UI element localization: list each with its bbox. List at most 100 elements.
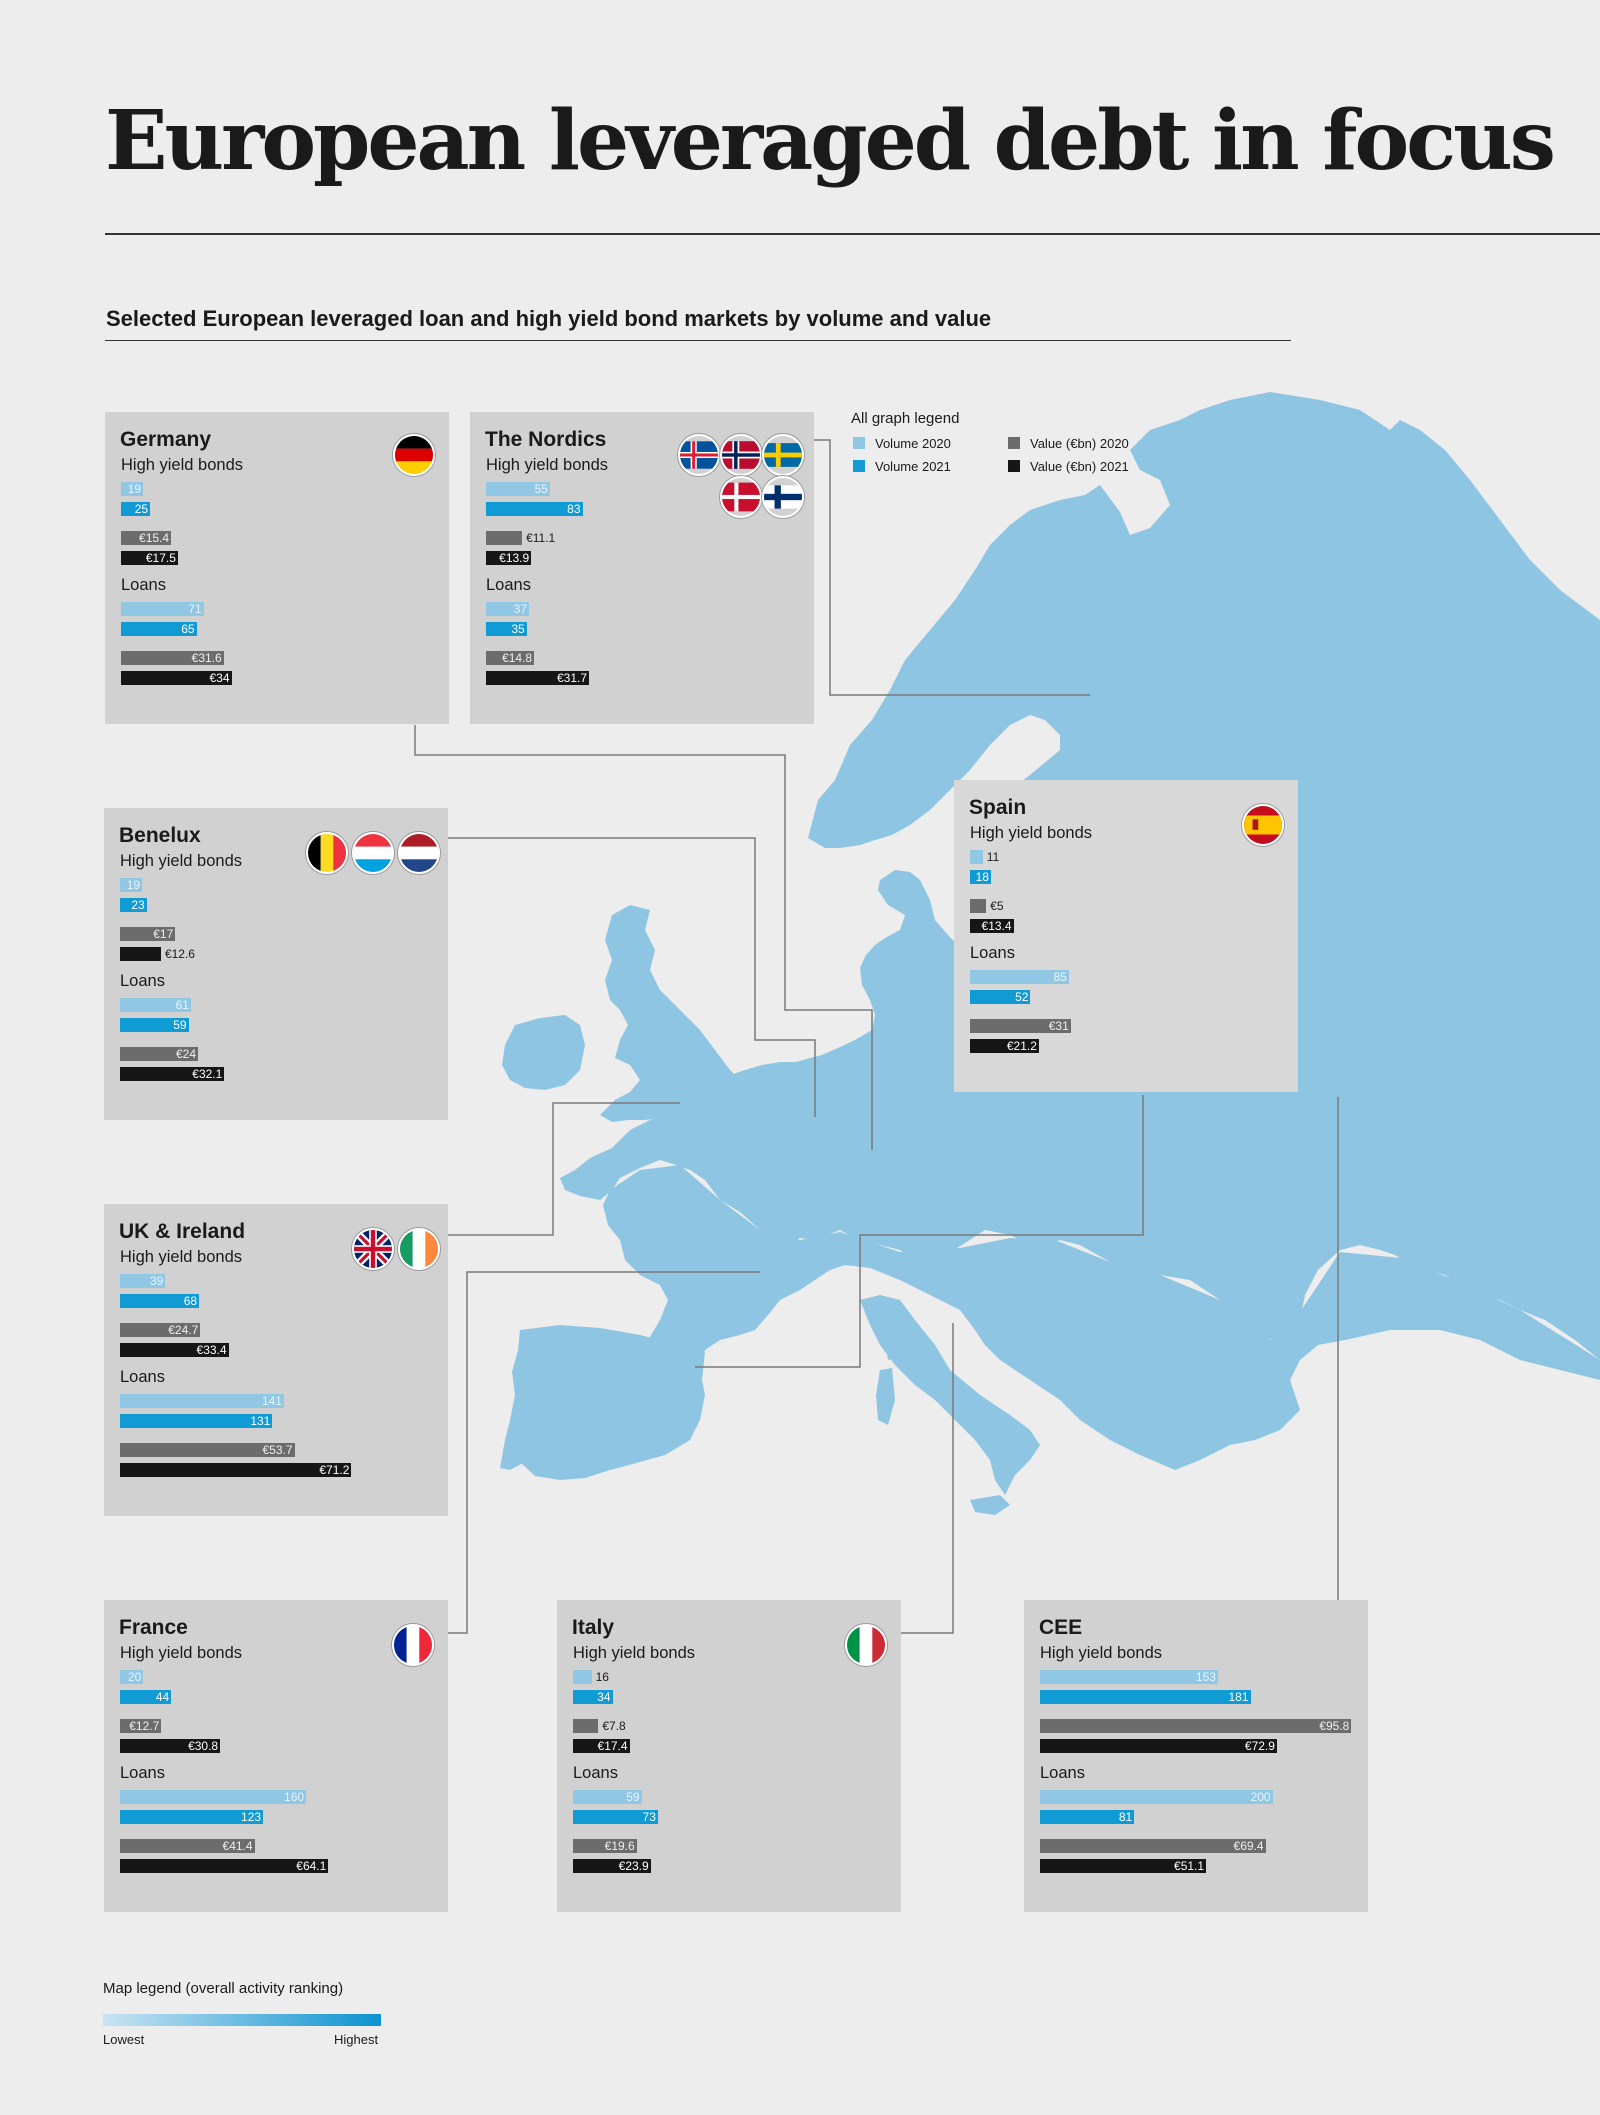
norway-flag: [720, 434, 762, 476]
germany-flag: [393, 434, 435, 476]
bar-hy-vol2021: 181: [1040, 1690, 1251, 1704]
bar-hy-val2020: €7.8: [573, 1719, 626, 1733]
bar-value-label: €33.4: [196, 1343, 227, 1357]
bar-hy-vol2021: 18: [970, 870, 991, 884]
market-cee: CEE High yield bonds 153 181 €95.8 €72.9 Loans…: [1024, 1600, 1368, 1912]
market-name: Germany: [120, 428, 212, 451]
bar-loans-vol2021: 73: [573, 1810, 658, 1824]
section-label-loans: Loans: [573, 1764, 618, 1782]
section-label-loans: Loans: [486, 576, 531, 594]
bar-value-label: 68: [183, 1294, 198, 1308]
section-label-loans: Loans: [121, 576, 166, 594]
bar-value-label: 19: [126, 878, 141, 892]
bar-value-label: 16: [595, 1670, 609, 1684]
denmark-flag: [720, 476, 762, 518]
bar-hy-val2020: €24.7: [120, 1323, 201, 1337]
netherlands-flag: [398, 832, 440, 874]
flags: [296, 1612, 436, 1702]
bar-hy-val2020: €5: [970, 899, 1004, 913]
legend-value-2020: Value (€bn) 2020: [1008, 436, 1129, 451]
bar-value-label: €23.9: [618, 1859, 649, 1873]
market-italy: Italy High yield bonds 16 34 €7.8 €17.4 Loans 5…: [557, 1600, 901, 1912]
legend-swatch: [853, 460, 865, 472]
flags: [749, 1612, 889, 1702]
bar-hy-vol2020: 19: [120, 878, 143, 892]
bar-value-label: 65: [181, 622, 195, 636]
bar-hy-val2021: €17.4: [573, 1739, 630, 1753]
bar-value-label: 141: [261, 1394, 282, 1408]
bar-value-label: €17.4: [597, 1739, 628, 1753]
bar-hy-vol2020: 11: [970, 850, 999, 864]
bar-loans-vol2020: 59: [573, 1790, 642, 1804]
bar-value-label: €31.7: [556, 671, 588, 685]
bar-value-label: 59: [173, 1018, 187, 1032]
legend-label: Volume 2020: [875, 436, 951, 451]
bar-value-label: 18: [975, 870, 989, 884]
market-name: UK & Ireland: [119, 1220, 246, 1243]
bar-value-label: €13.9: [499, 551, 530, 565]
bar-loans-vol2020: 85: [970, 970, 1069, 984]
bar-value-label: 73: [642, 1810, 656, 1824]
bar-loans-val2021: €32.1: [120, 1067, 225, 1081]
bar-value-label: €17: [153, 927, 174, 941]
bar-value-label: €34: [209, 671, 230, 685]
bar-value-label: €32.1: [192, 1067, 223, 1081]
bar-loans-vol2020: 37: [486, 602, 530, 616]
market-name: CEE: [1039, 1616, 1083, 1639]
bar-value-label: 35: [511, 622, 525, 636]
flags: [1146, 792, 1286, 882]
bar-value-label: €72.9: [1244, 1739, 1275, 1753]
bar-value-label: €24: [175, 1047, 196, 1061]
bar-value-label: 123: [241, 1810, 262, 1824]
bar-loans-val2020: €41.4: [120, 1839, 255, 1853]
legend-value-2021: Value (€bn) 2021: [1008, 459, 1129, 474]
bar-hy-val2021: €30.8: [120, 1739, 221, 1753]
bar-value-label: €21.2: [1006, 1039, 1037, 1053]
bar-loans-val2021: €31.7: [486, 671, 590, 685]
bar-hy-val2021: €13.4: [970, 919, 1014, 933]
bar-loans-val2020: €31.6: [121, 651, 224, 665]
bar-value-label: 160: [284, 1790, 305, 1804]
market-germany: Germany High yield bonds 19 25 €15.4 €17.5 Loa…: [105, 412, 449, 724]
bar-hy-vol2021: 23: [120, 898, 147, 912]
bar-loans-vol2021: 65: [121, 622, 197, 636]
bar-loans-val2020: €69.4: [1040, 1839, 1266, 1853]
bar-value-label: 20: [127, 1670, 142, 1684]
bar-value-label: 34: [597, 1690, 611, 1704]
bar-loans-val2021: €34: [121, 671, 232, 685]
bar-value-label: €53.7: [262, 1443, 293, 1457]
sweden-flag: [762, 434, 804, 476]
map-legend-gradient: [103, 2014, 381, 2026]
flags: [297, 424, 437, 514]
graph-legend-title: All graph legend: [851, 410, 960, 427]
bar-loans-vol2021: 52: [970, 990, 1031, 1004]
bar-loans-vol2020: 141: [120, 1394, 284, 1408]
bar-value-label: 85: [1053, 970, 1067, 984]
bar-loans-vol2021: 123: [120, 1810, 264, 1824]
bar-hy-val2021: €33.4: [120, 1343, 229, 1357]
bar-hy-val2020: €15.4: [121, 531, 172, 545]
market-name: Benelux: [119, 824, 201, 847]
bar-hy-val2021: €72.9: [1040, 1739, 1277, 1753]
title-divider: [105, 233, 1600, 235]
bar-value-label: €69.4: [1233, 1839, 1264, 1853]
market-name: Spain: [969, 796, 1027, 819]
section-label-loans: Loans: [120, 1368, 165, 1386]
bar-loans-val2020: €14.8: [486, 651, 535, 665]
bar-hy-vol2020: 55: [486, 482, 550, 496]
legend-volume-2020: Volume 2020: [853, 436, 951, 451]
bar-value-label: €7.8: [602, 1719, 626, 1733]
map-legend-low: Lowest: [103, 2032, 145, 2047]
flags: [662, 424, 804, 518]
bar-hy-val2020: €17: [120, 927, 176, 941]
bar-value-label: €95.8: [1319, 1719, 1350, 1733]
bar-value-label: €30.8: [188, 1739, 219, 1753]
bar-hy-vol2021: 68: [120, 1294, 200, 1308]
spain-flag: [1242, 804, 1284, 846]
bar-hy-vol2020: 39: [120, 1274, 166, 1288]
bar-value-label: €12.7: [129, 1719, 160, 1733]
bar-value-label: 11: [986, 850, 1000, 864]
map-legend-title: Map legend (overall activity ranking): [103, 1980, 344, 1997]
market-nordics: The Nordics High yield bonds 55 83 €11.1 €13.…: [470, 412, 814, 724]
bar-loans-val2021: €71.2: [120, 1463, 352, 1477]
